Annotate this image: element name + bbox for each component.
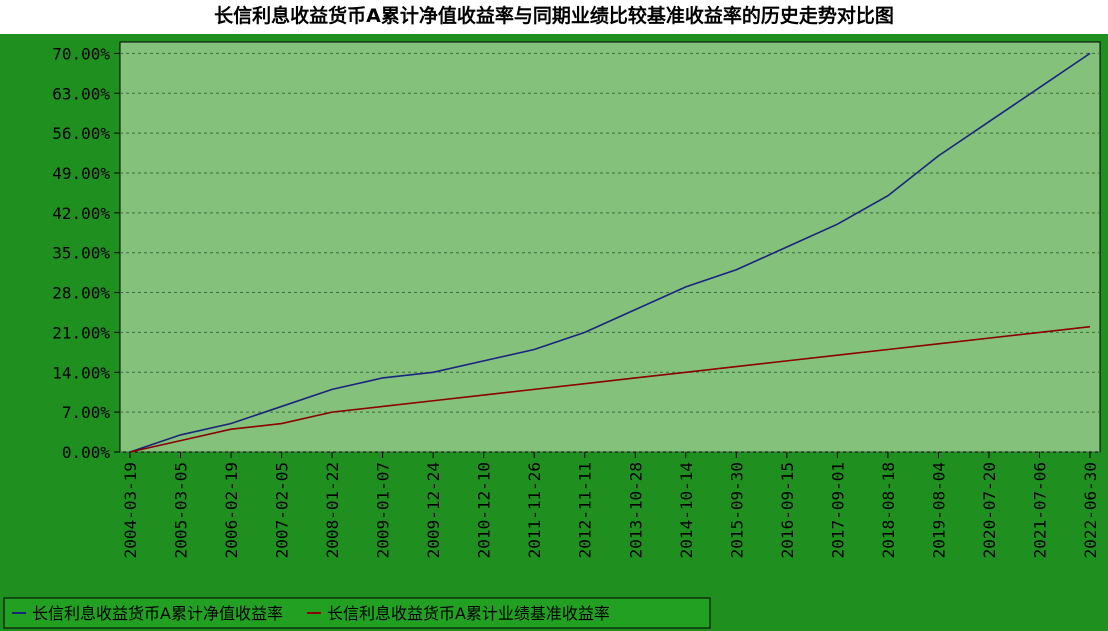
x-tick-label: 2006-02-19 xyxy=(222,462,241,558)
y-tick-label: 56.00% xyxy=(52,124,110,143)
x-tick-label: 2014-10-14 xyxy=(677,462,696,558)
legend-label: 长信利息收益货币A累计业绩基准收益率 xyxy=(327,604,610,623)
y-tick-label: 35.00% xyxy=(52,244,110,263)
x-tick-label: 2009-12-24 xyxy=(424,462,443,558)
chart: 长信利息收益货币A累计净值收益率与同期业绩比较基准收益率的历史走势对比图 长信利… xyxy=(0,0,1108,631)
y-tick-label: 7.00% xyxy=(62,403,111,422)
x-tick-label: 2015-09-30 xyxy=(727,462,746,558)
x-tick-label: 2004-03-19 xyxy=(121,462,140,558)
y-tick-label: 49.00% xyxy=(52,164,110,183)
x-tick-label: 2012-11-11 xyxy=(576,462,595,558)
x-tick-label: 2011-11-26 xyxy=(525,462,544,558)
y-tick-label: 70.00% xyxy=(52,44,110,63)
legend: 长信利息收益货币A累计净值收益率 长信利息收益货币A累计业绩基准收益率 xyxy=(4,598,710,628)
x-tick-label: 2007-02-05 xyxy=(273,462,292,558)
y-tick-label: 0.00% xyxy=(62,443,111,462)
x-tick-label: 2021-07-06 xyxy=(1030,462,1049,558)
x-tick-label: 2005-03-05 xyxy=(172,462,191,558)
y-tick-label: 14.00% xyxy=(52,363,110,382)
x-tick-label: 2016-09-15 xyxy=(778,462,797,558)
x-tick-label: 2010-12-10 xyxy=(475,462,494,558)
x-tick-label: 2017-09-01 xyxy=(828,462,847,558)
chart-title: 长信利息收益货币A累计净值收益率与同期业绩比较基准收益率的历史走势对比图 xyxy=(214,4,894,27)
legend-label: 长信利息收益货币A累计净值收益率 xyxy=(32,604,283,623)
y-tick-label: 28.00% xyxy=(52,284,110,303)
x-tick-label: 2013-10-28 xyxy=(626,462,645,558)
x-tick-label: 2008-01-22 xyxy=(323,462,342,558)
plot-area xyxy=(120,42,1100,452)
y-tick-label: 63.00% xyxy=(52,84,110,103)
x-tick-label: 2009-01-07 xyxy=(374,462,393,558)
x-tick-label: 2018-08-18 xyxy=(879,462,898,558)
x-tick-label: 2022-06-30 xyxy=(1081,462,1100,558)
y-tick-label: 21.00% xyxy=(52,323,110,342)
y-tick-label: 42.00% xyxy=(52,204,110,223)
x-tick-label: 2019-08-04 xyxy=(929,462,948,558)
x-tick-label: 2020-07-20 xyxy=(980,462,999,558)
